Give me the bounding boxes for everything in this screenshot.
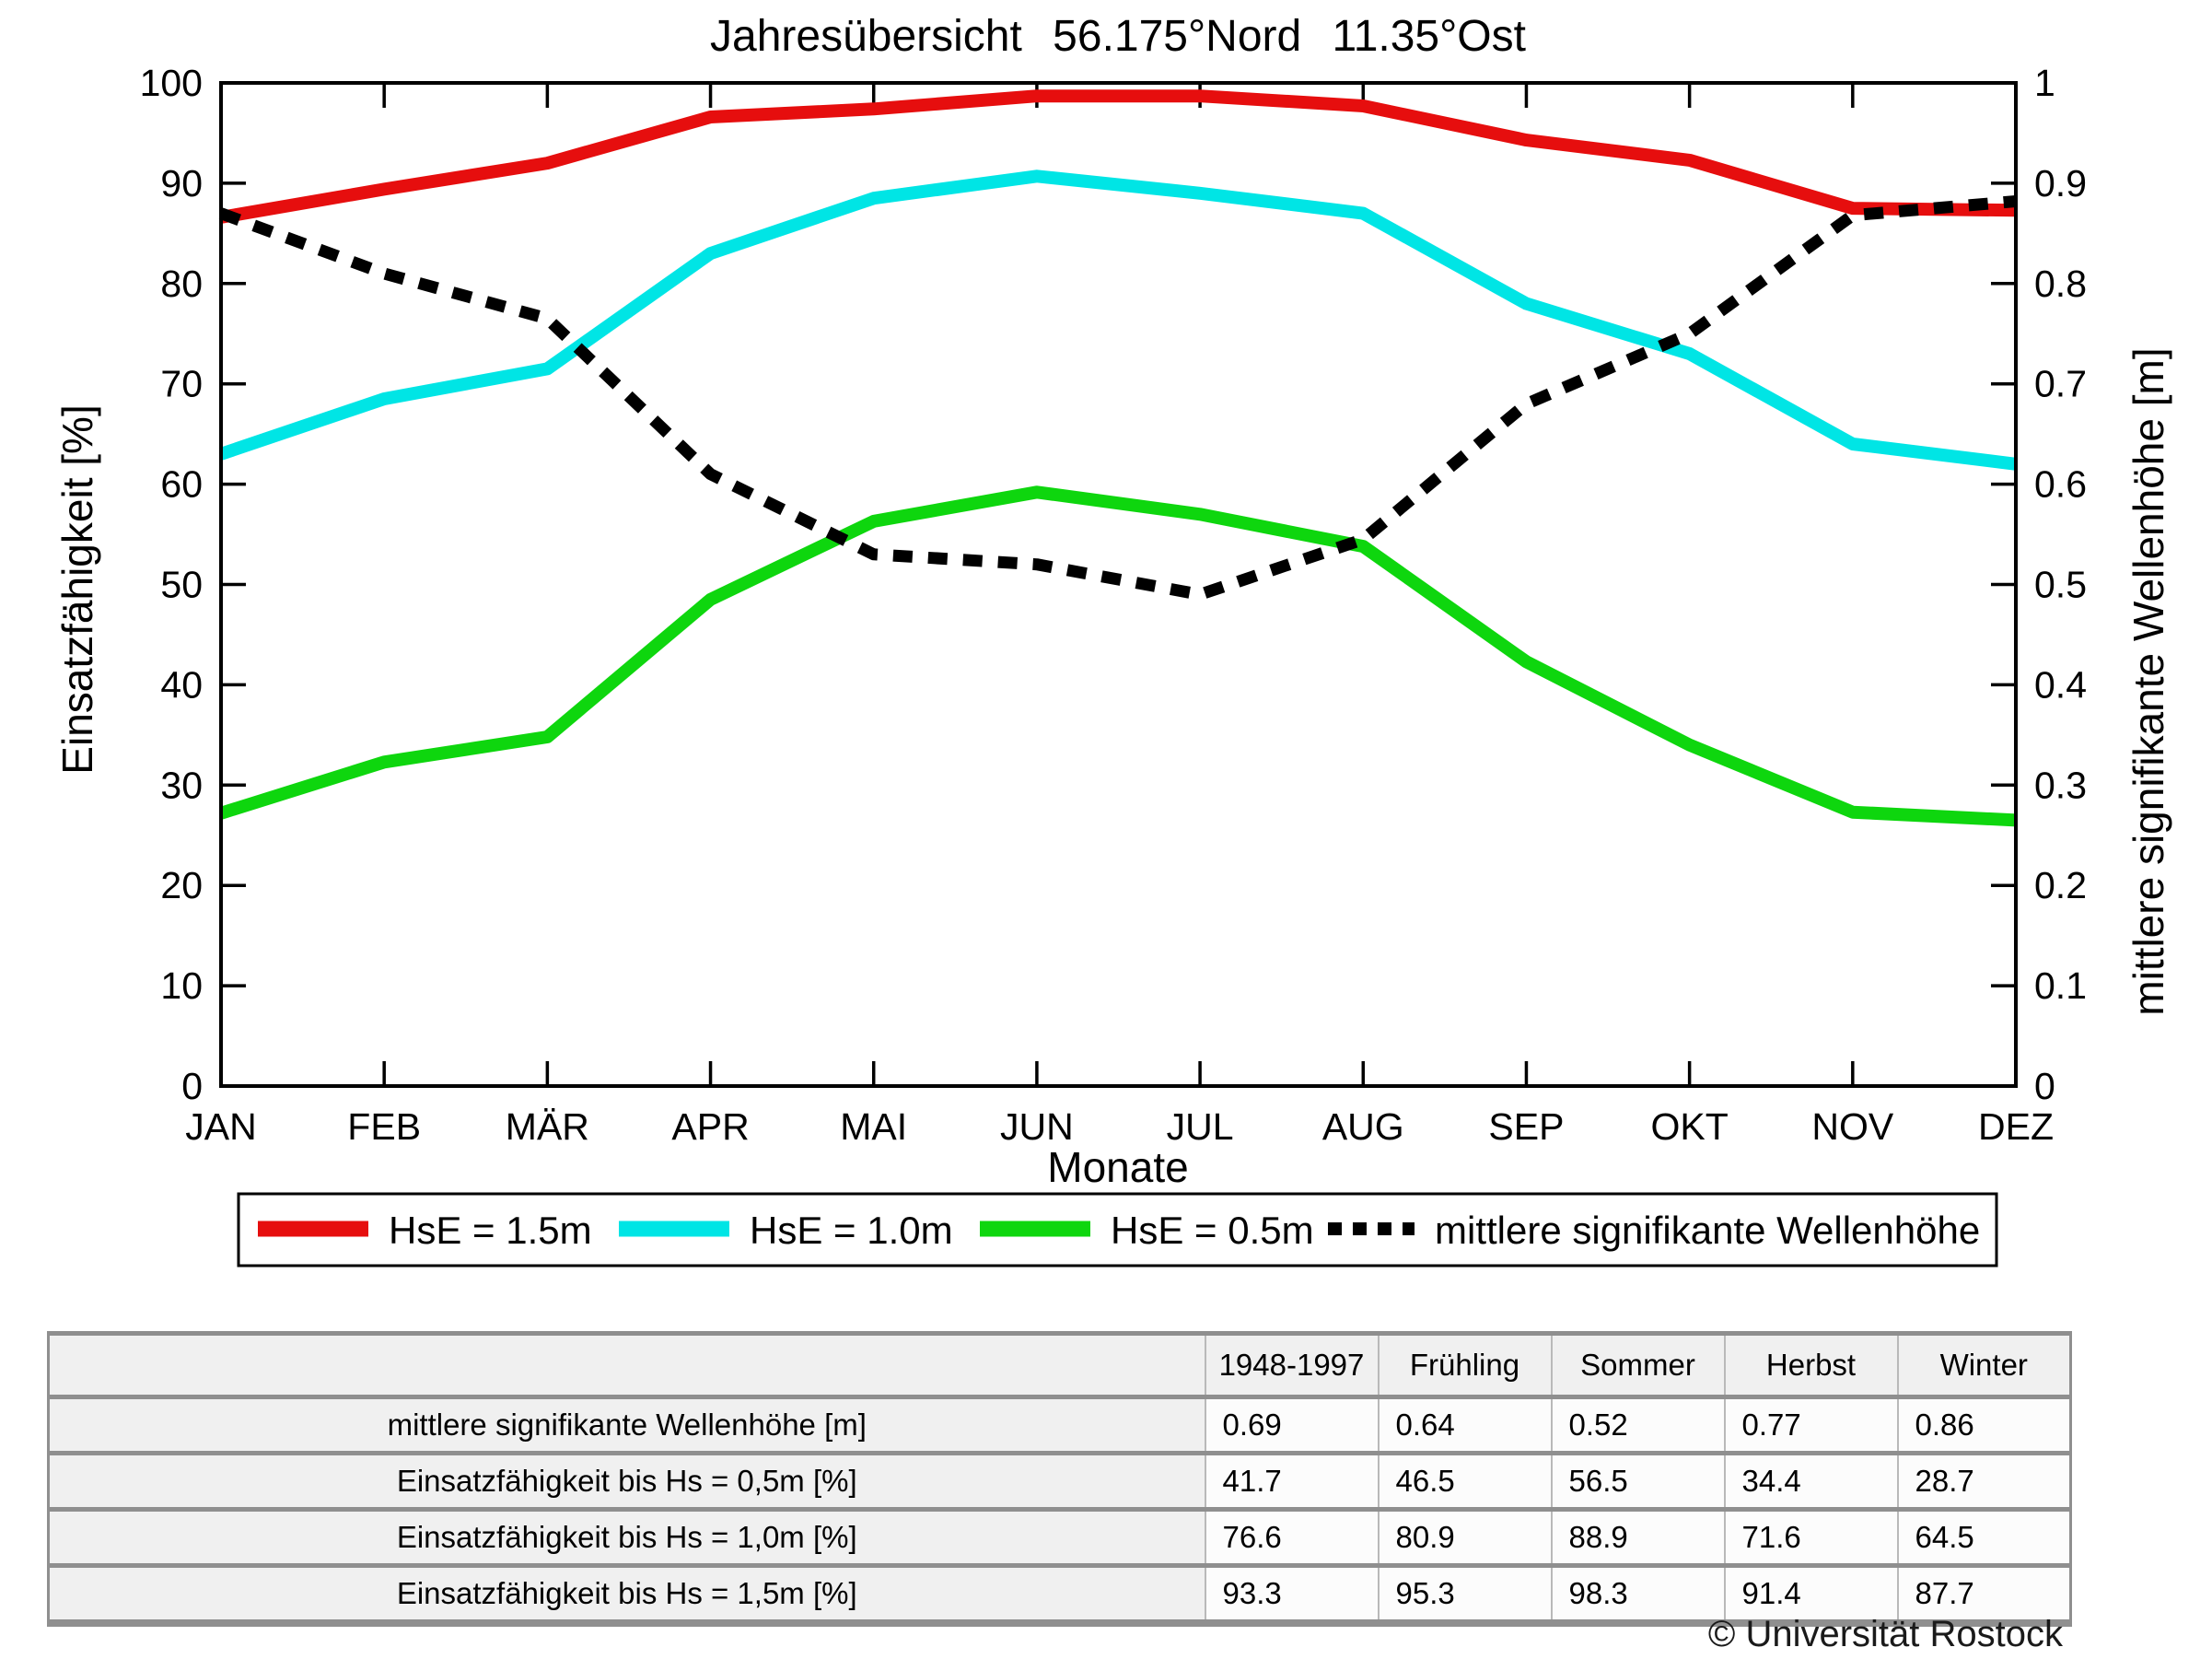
plot-box [219, 81, 2018, 1088]
series-line-hse-1-5m [219, 89, 2017, 224]
table-cell-value: 64.5 [1896, 1507, 2071, 1566]
month-label: OKT [1650, 1105, 1728, 1148]
table-cell-value: 46.5 [1377, 1451, 1552, 1510]
table-row-label: Einsatzfähigkeit bis Hs = 1,0m [%] [47, 1507, 1205, 1566]
table-header-cell: Sommer [1550, 1331, 1725, 1397]
y-tick-label-left: 10 [160, 964, 203, 1007]
series-line-hse-1-0m [218, 169, 2017, 471]
table-cell-value: 71.6 [1723, 1507, 1898, 1566]
table-cell-value: 0.52 [1550, 1395, 1725, 1454]
table-cell-value: 0.86 [1896, 1395, 2071, 1454]
season-table: 1948-1997 Frühling Sommer Herbst Winter mitt… [47, 1331, 2072, 1627]
legend-label: HsE = 1.5m [389, 1209, 592, 1252]
chart-title: Jahresübersicht 56.175°Nord 11.35°Ost [710, 12, 1526, 61]
table-cell-value: 88.9 [1550, 1507, 1725, 1566]
table-cell-value: 0.77 [1723, 1395, 1898, 1454]
series-line-mittlere-signifikante-wellenh-he [218, 195, 2017, 601]
table-row-label: Einsatzfähigkeit bis Hs = 1,5m [%] [47, 1563, 1205, 1623]
table-cell-value: 98.3 [1550, 1563, 1725, 1623]
table-cell-value: 56.5 [1550, 1451, 1725, 1510]
y-tick-label-left: 70 [160, 363, 203, 405]
table-cell-value: 91.4 [1723, 1563, 1898, 1623]
y-tick-label-left: 0 [181, 1065, 203, 1107]
table-header-cell: Herbst [1723, 1331, 1898, 1397]
y-tick-label-right: 0.7 [2034, 363, 2087, 405]
chart: Jahresübersicht 56.175°Nord 11.35°Ost JA… [53, 12, 2172, 1268]
table-cell-value: 93.3 [1204, 1563, 1379, 1623]
month-label: APR [671, 1105, 749, 1148]
table-row: Einsatzfähigkeit bis Hs = 1,0m [%] 76.6 80… [47, 1507, 2071, 1566]
legend-label: HsE = 1.0m [750, 1209, 953, 1252]
y-tick-label-right: 0.8 [2034, 263, 2087, 305]
plot-area: JAN FEB MÄR APR MAI JUN JUL AUG SEP OKT NOV DEZ0102… [140, 62, 2087, 1148]
table-row: Einsatzfähigkeit bis Hs = 1,5m [%] 93.3 95… [47, 1563, 2071, 1623]
table-header-cell: Winter [1896, 1331, 2071, 1397]
table-row: Einsatzfähigkeit bis Hs = 0,5m [%] 41.7 46… [47, 1451, 2071, 1510]
y-axis-label-left: Einsatzfähigkeit [%] [53, 404, 101, 774]
y-tick-label-left: 40 [160, 663, 203, 706]
table-cell-value: 95.3 [1377, 1563, 1552, 1623]
month-label: SEP [1488, 1105, 1564, 1148]
table-cell-value: 41.7 [1204, 1451, 1379, 1510]
y-tick-label-left: 50 [160, 564, 203, 606]
y-tick-label-right: 1 [2034, 62, 2055, 104]
table-row: mittlere signifikante Wellenhöhe [m] 0.69… [47, 1395, 2071, 1454]
table-header-cell [47, 1331, 1205, 1397]
table-cell-value: 87.7 [1896, 1563, 2071, 1623]
table-row-label: Einsatzfähigkeit bis Hs = 0,5m [%] [47, 1451, 1205, 1510]
table-cell-value: 28.7 [1896, 1451, 2071, 1510]
y-tick-label-left: 20 [160, 864, 203, 906]
legend-label: HsE = 0.5m [1111, 1209, 1314, 1252]
y-tick-label-right: 0.9 [2034, 162, 2087, 204]
copyright-text: © Universität Rostock [1707, 1614, 2063, 1654]
month-label: JUL [1167, 1105, 1234, 1148]
table-cell-value: 80.9 [1377, 1507, 1552, 1566]
y-tick-label-right: 0.2 [2034, 864, 2087, 906]
month-label: JAN [185, 1105, 256, 1148]
table-cell-value: 34.4 [1723, 1451, 1898, 1510]
table-header-cell: Frühling [1377, 1331, 1552, 1397]
series-line-hse-0-5m [218, 485, 2017, 827]
y-tick-label-left: 80 [160, 263, 203, 305]
table-cell-value: 0.64 [1377, 1395, 1552, 1454]
y-tick-label-left: 90 [160, 162, 203, 204]
y-tick-label-right: 0.6 [2034, 463, 2087, 506]
season-table-header: 1948-1997 Frühling Sommer Herbst Winter [47, 1331, 2071, 1397]
legend-label: mittlere signifikante Wellenhöhe [1435, 1209, 1980, 1252]
month-label: NOV [1811, 1105, 1894, 1148]
table-row-label: mittlere signifikante Wellenhöhe [m] [47, 1395, 1205, 1454]
month-label: MÄR [506, 1105, 589, 1148]
y-axis-label-right: mittlere signifikante Wellenhöhe [m] [2125, 347, 2172, 1015]
y-tick-label-left: 60 [160, 463, 203, 506]
table-cell-value: 76.6 [1204, 1507, 1379, 1566]
y-tick-label-right: 0.3 [2034, 764, 2087, 806]
legend: HsE = 1.5m HsE = 1.0m HsE = 0.5m mittlere s… [258, 1209, 1980, 1252]
month-label: JUN [1000, 1105, 1074, 1148]
x-axis-label: Monate [1047, 1143, 1188, 1191]
legend-box [237, 1192, 1998, 1268]
table-cell-value: 0.69 [1204, 1395, 1379, 1454]
y-tick-label-right: 0.1 [2034, 964, 2087, 1007]
y-tick-label-left: 30 [160, 764, 203, 806]
month-label: FEB [347, 1105, 421, 1148]
month-label: MAI [840, 1105, 907, 1148]
table-header-cell: 1948-1997 [1204, 1331, 1379, 1397]
y-tick-label-right: 0.5 [2034, 564, 2087, 606]
month-label: DEZ [1978, 1105, 2054, 1148]
y-tick-label-right: 0 [2034, 1065, 2055, 1107]
y-tick-label-left: 100 [140, 62, 203, 104]
month-label: AUG [1322, 1105, 1404, 1148]
y-tick-label-right: 0.4 [2034, 663, 2087, 706]
